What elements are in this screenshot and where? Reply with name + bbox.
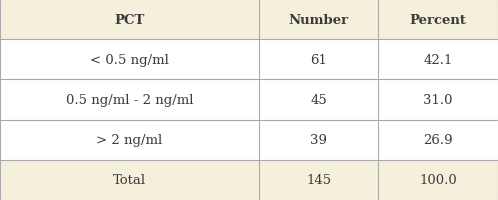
Bar (259, 40, 378, 80)
Text: 45: 45 (310, 94, 327, 106)
Text: 42.1: 42.1 (424, 54, 453, 66)
Bar (378, 0, 498, 40)
Text: < 0.5 ng/ml: < 0.5 ng/ml (90, 54, 169, 66)
Bar (378, 160, 498, 200)
Text: 0.5 ng/ml - 2 ng/ml: 0.5 ng/ml - 2 ng/ml (66, 94, 193, 106)
Bar (378, 40, 498, 80)
Text: 31.0: 31.0 (423, 94, 453, 106)
Bar (259, 80, 378, 120)
Bar (378, 80, 498, 120)
Bar (0, 120, 259, 160)
Bar (0, 0, 259, 40)
Text: Percent: Percent (410, 14, 467, 26)
Bar (0, 80, 259, 120)
Text: Total: Total (113, 174, 146, 186)
Text: 145: 145 (306, 174, 331, 186)
Text: > 2 ng/ml: > 2 ng/ml (96, 134, 163, 146)
Text: 39: 39 (310, 134, 327, 146)
Bar (259, 120, 378, 160)
Bar (378, 120, 498, 160)
Text: 100.0: 100.0 (419, 174, 457, 186)
Bar (259, 0, 378, 40)
Bar (0, 40, 259, 80)
Text: 61: 61 (310, 54, 327, 66)
Bar (0, 160, 259, 200)
Text: Number: Number (289, 14, 349, 26)
Text: PCT: PCT (115, 14, 144, 26)
Bar (259, 160, 378, 200)
Text: 26.9: 26.9 (423, 134, 453, 146)
